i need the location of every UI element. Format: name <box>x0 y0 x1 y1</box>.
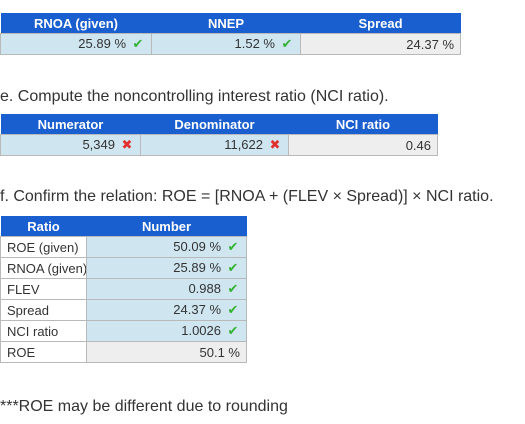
check-icon: ✔ <box>227 281 239 296</box>
header-nci-ratio: NCI ratio <box>288 114 438 135</box>
row-value: 0.988 <box>188 281 221 296</box>
header-spread: Spread <box>300 13 461 34</box>
row-label: RNOA (given) <box>0 257 87 279</box>
check-icon: ✔ <box>227 323 239 338</box>
spread-input-cell[interactable]: 24.37 % ✔ <box>86 299 247 321</box>
check-icon: ✔ <box>227 302 239 317</box>
spread-table-row: 25.89 % ✔ 1.52 % ✔ 24.37 % <box>0 33 461 55</box>
spread-output-cell: 24.37 % <box>300 33 461 55</box>
header-ratio: Ratio <box>0 216 87 237</box>
roe-output-cell: 50.1 % <box>86 341 247 363</box>
roe-table-header: Ratio Number <box>0 216 247 237</box>
question-e: e. Compute the noncontrolling interest r… <box>0 88 389 105</box>
row-value: 24.37 % <box>173 302 221 317</box>
nci-table-header: Numerator Denominator NCI ratio <box>0 114 438 135</box>
header-rnoa: RNOA (given) <box>0 13 152 34</box>
spread-value: 24.37 % <box>406 36 454 52</box>
table-row: ROE 50.1 % <box>0 341 247 363</box>
row-label: FLEV <box>0 278 87 300</box>
row-value: 50.1 % <box>199 344 240 360</box>
nnep-value: 1.52 % <box>234 36 275 51</box>
spread-table: RNOA (given) NNEP Spread 25.89 % ✔ 1.52 %… <box>0 13 461 55</box>
table-row: NCI ratio 1.0026 ✔ <box>0 320 247 342</box>
nci-ratio-value: 0.46 <box>405 137 431 153</box>
table-row: FLEV 0.988 ✔ <box>0 278 247 300</box>
rnoa-given-input-cell[interactable]: 25.89 % ✔ <box>86 257 247 279</box>
check-icon: ✔ <box>227 239 239 254</box>
roe-given-input-cell[interactable]: 50.09 % ✔ <box>86 236 247 258</box>
denominator-input-cell[interactable]: 11,622 ✖ <box>140 134 289 156</box>
rnoa-value: 25.89 % <box>78 36 126 51</box>
row-label: ROE <box>0 341 87 363</box>
header-numerator: Numerator <box>0 114 141 135</box>
check-icon: ✔ <box>227 260 239 275</box>
check-icon: ✔ <box>281 36 293 51</box>
rnoa-input-cell[interactable]: 25.89 % ✔ <box>0 33 152 55</box>
cross-icon: ✖ <box>269 137 281 152</box>
row-label: NCI ratio <box>0 320 87 342</box>
question-f: f. Confirm the relation: ROE = [RNOA + (… <box>0 188 494 205</box>
footnote: ***ROE may be different due to rounding <box>0 398 288 415</box>
table-row: RNOA (given) 25.89 % ✔ <box>0 257 247 279</box>
nci-ratio-input-cell[interactable]: 1.0026 ✔ <box>86 320 247 342</box>
nci-table: Numerator Denominator NCI ratio 5,349 ✖ 1… <box>0 114 438 156</box>
spread-table-header: RNOA (given) NNEP Spread <box>0 13 461 34</box>
header-nnep: NNEP <box>151 13 301 34</box>
row-value: 25.89 % <box>173 260 221 275</box>
numerator-value: 5,349 <box>82 137 115 152</box>
denominator-value: 11,622 <box>224 137 263 152</box>
check-icon: ✔ <box>132 36 144 51</box>
nnep-input-cell[interactable]: 1.52 % ✔ <box>151 33 301 55</box>
nci-ratio-output-cell: 0.46 <box>288 134 438 156</box>
flev-input-cell[interactable]: 0.988 ✔ <box>86 278 247 300</box>
row-value: 1.0026 <box>181 323 221 338</box>
table-row: ROE (given) 50.09 % ✔ <box>0 236 247 258</box>
table-row: Spread 24.37 % ✔ <box>0 299 247 321</box>
row-label: ROE (given) <box>0 236 87 258</box>
roe-table: Ratio Number ROE (given) 50.09 % ✔ RNOA (… <box>0 216 247 363</box>
numerator-input-cell[interactable]: 5,349 ✖ <box>0 134 141 156</box>
row-label: Spread <box>0 299 87 321</box>
header-denominator: Denominator <box>140 114 289 135</box>
header-number: Number <box>86 216 247 237</box>
cross-icon: ✖ <box>121 137 133 152</box>
row-value: 50.09 % <box>173 239 221 254</box>
nci-table-row: 5,349 ✖ 11,622 ✖ 0.46 <box>0 134 438 156</box>
